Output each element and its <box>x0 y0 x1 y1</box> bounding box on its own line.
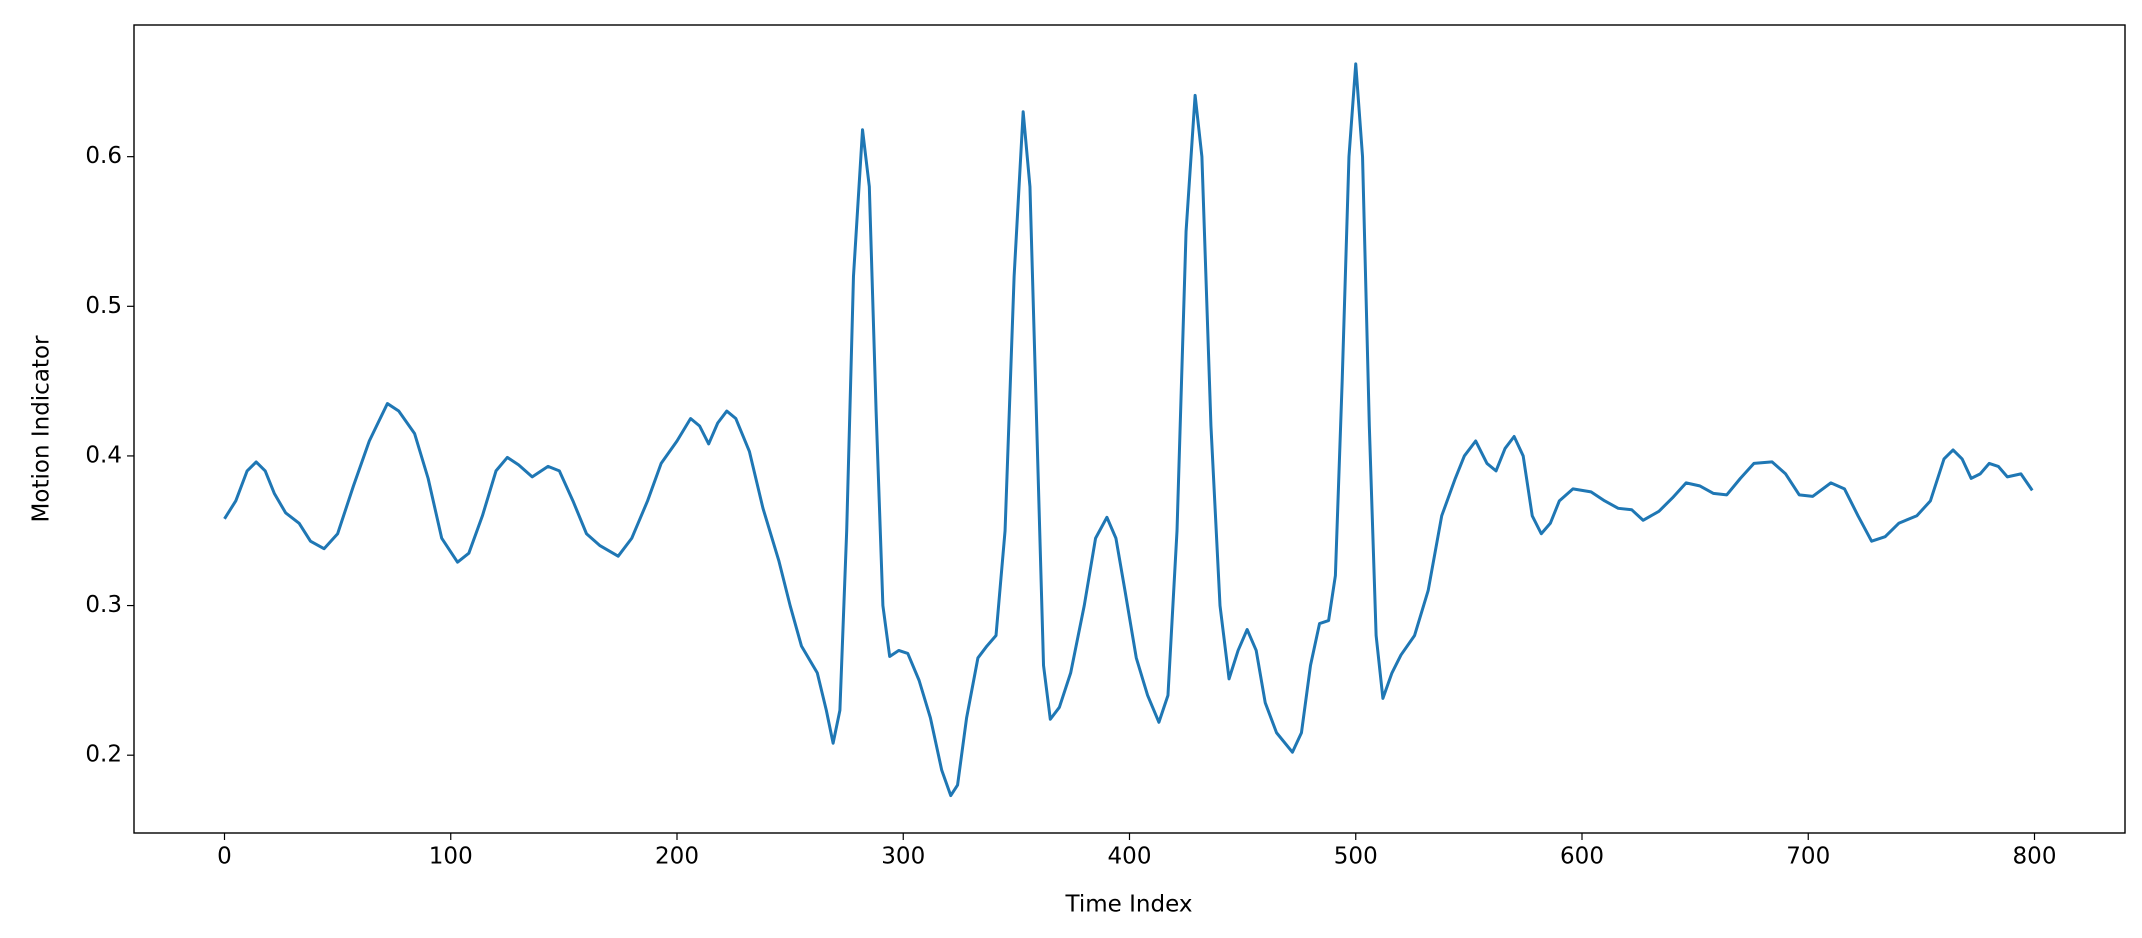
x-tick-label: 200 <box>655 844 699 870</box>
x-tick-label: 300 <box>881 844 925 870</box>
y-tick-label: 0.5 <box>85 293 122 319</box>
x-tick-label: 0 <box>217 844 232 870</box>
x-axis-label: Time Index <box>1065 892 1193 918</box>
y-axis-label: Motion Indicator <box>29 335 55 522</box>
x-tick-label: 600 <box>1560 844 1604 870</box>
y-tick-label: 0.2 <box>85 742 122 768</box>
x-tick-label: 500 <box>1334 844 1378 870</box>
y-tick-label: 0.6 <box>85 143 122 169</box>
y-tick-label: 0.4 <box>85 442 122 468</box>
x-tick-label: 800 <box>2013 844 2057 870</box>
x-tick-label: 100 <box>429 844 473 870</box>
x-tick-label: 700 <box>1786 844 1830 870</box>
x-tick-label: 400 <box>1108 844 1152 870</box>
plot-frame <box>133 24 2126 834</box>
y-tick-label: 0.3 <box>85 592 122 618</box>
line-series <box>223 62 2034 798</box>
